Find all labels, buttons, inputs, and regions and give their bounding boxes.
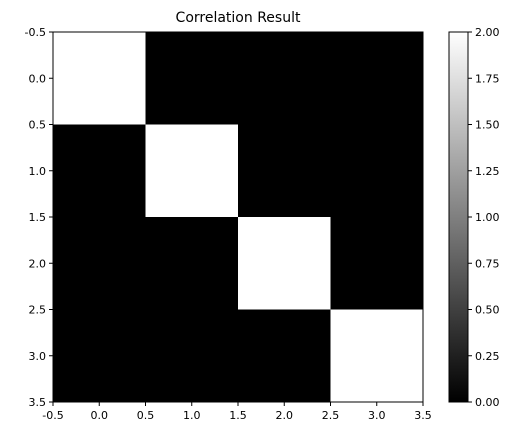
x-tick-label: 1.5 [229, 409, 247, 422]
heatmap-cells [53, 32, 423, 402]
heatmap-cell [238, 124, 331, 217]
y-tick-label: 2.5 [29, 304, 47, 317]
heatmap-cell [145, 32, 238, 125]
y-tick-label: 0.0 [29, 72, 47, 85]
heatmap-cell [145, 309, 238, 402]
x-axis: -0.5 0.0 0.5 1.0 1.5 2.0 2.5 3.0 3.5 [42, 402, 432, 422]
x-tick-label: 0.0 [91, 409, 109, 422]
colorbar-gradient [448, 31, 469, 403]
colorbar-tick-label: 0.50 [475, 304, 500, 317]
heatmap-cell [53, 217, 146, 310]
heatmap-cell [238, 217, 331, 310]
colorbar-tick-label: 1.50 [475, 119, 500, 132]
x-tick-label: 2.0 [276, 409, 294, 422]
colorbar-tick-label: 2.00 [475, 26, 500, 39]
colorbar-tick-label: 1.25 [475, 165, 500, 178]
y-tick-label: 1.5 [29, 211, 47, 224]
heatmap-cell [330, 217, 423, 310]
colorbar-axis: 0.00 0.25 0.50 0.75 1.00 1.25 1.50 1.75 2.00 [468, 26, 500, 409]
x-tick-label: 3.5 [414, 409, 432, 422]
y-tick-label: 2.0 [29, 257, 47, 270]
y-tick-label: 1.0 [29, 165, 47, 178]
x-tick-label: 3.0 [368, 409, 386, 422]
colorbar-tick-label: 1.75 [475, 72, 500, 85]
y-tick-label: 3.0 [29, 350, 47, 363]
y-axis: -0.5 0.0 0.5 1.0 1.5 2.0 2.5 3.0 3.5 [25, 26, 53, 409]
chart-title: Correlation Result [176, 10, 301, 26]
heatmap-cell [145, 217, 238, 310]
heatmap-cell [145, 124, 238, 217]
heatmap-cell [53, 32, 146, 125]
heatmap-cell [53, 124, 146, 217]
heatmap-cell [238, 309, 331, 402]
y-tick-label: -0.5 [25, 26, 46, 39]
x-tick-label: 0.5 [137, 409, 155, 422]
colorbar-tick-label: 0.00 [475, 396, 500, 409]
x-tick-label: -0.5 [42, 409, 63, 422]
heatmap-cell [330, 124, 423, 217]
colorbar-tick-label: 0.25 [475, 350, 500, 363]
x-tick-label: 1.0 [183, 409, 201, 422]
y-tick-label: 3.5 [29, 396, 47, 409]
y-tick-label: 0.5 [29, 119, 47, 132]
heatmap-cell [53, 309, 146, 402]
heatmap-cell [330, 32, 423, 125]
colorbar-tick-label: 1.00 [475, 211, 500, 224]
heatmap-cell [330, 309, 423, 402]
heatmap-cell [238, 32, 331, 125]
x-tick-label: 2.5 [322, 409, 340, 422]
colorbar-tick-label: 0.75 [475, 257, 500, 270]
